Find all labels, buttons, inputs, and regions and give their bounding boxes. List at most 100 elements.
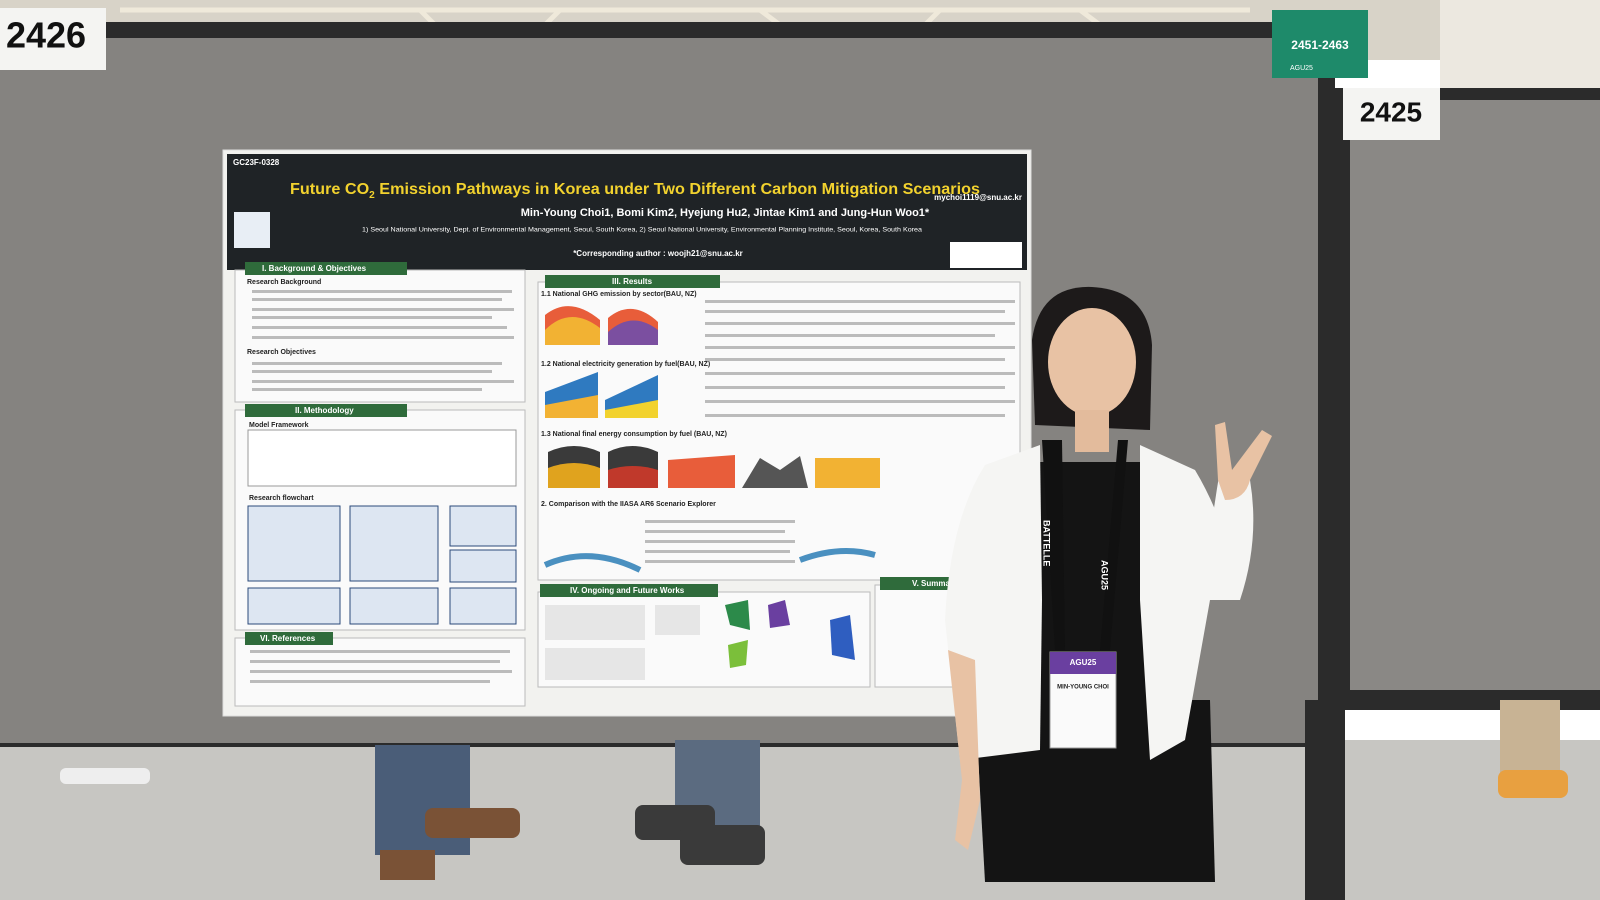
poster-id: GC23F-0328 [233,158,280,167]
person [945,286,1272,882]
shape [645,530,785,533]
shape [250,670,512,673]
shape [645,520,795,523]
shape [948,650,980,850]
shape [349,505,439,582]
title-part: Future CO [290,181,369,198]
shape [545,395,598,418]
badge-name: MIN-YOUNG CHOI [1057,685,1109,691]
shape [545,605,645,640]
shape [252,380,514,383]
poster-affiliations: 1) Seoul National University, Dept. of E… [362,227,922,234]
poster-header [227,154,1027,270]
section-title: V. Summary [912,579,958,588]
shape [668,455,735,488]
shape [250,650,510,653]
booth-number: 2425 [1360,96,1422,127]
shoe [680,825,765,865]
shape [705,400,1015,403]
section-title: VI. References [260,634,316,643]
booth-label [0,8,106,70]
shape [252,326,507,329]
shape [252,370,492,373]
subsection: 1.2 National electricity generation by f… [541,361,710,368]
shape [252,316,492,319]
sign [1272,10,1368,78]
shape [252,362,502,365]
shape [728,640,748,668]
subsection: Research Background [247,279,321,286]
shape [705,322,1015,325]
shoe [1498,770,1568,798]
shape [645,540,795,543]
flowchart [247,505,517,625]
shoe [60,768,150,784]
poster-authors: Min-Young Choi1, Bomi Kim2, Hyejung Hu2,… [521,207,930,219]
shape [548,463,600,488]
shape [1100,440,1128,650]
shape [1042,440,1065,650]
shape [247,587,341,625]
shape [798,548,876,563]
shape [830,615,855,660]
shoe [425,808,520,838]
poster-title: Future CO2 Emission Pathways in Korea un… [290,181,980,200]
logo [234,212,270,248]
shape [252,298,502,301]
title-subscript: 2 [369,190,375,201]
legs [375,745,470,855]
section-title: IV. Ongoing and Future Works [570,586,685,595]
shoe [380,850,435,880]
shape [608,320,658,345]
shape [247,505,341,582]
section-title: I. Background & Objectives [262,264,367,273]
shape [645,550,790,553]
shape [250,660,500,663]
poster-corresponding: *Corresponding author : woojh21@snu.ac.k… [573,249,743,258]
shape [705,358,1005,361]
shape [252,308,514,311]
text-lines [250,290,1015,683]
shape [545,316,600,345]
shape [349,587,439,625]
shape [250,680,490,683]
poster-email: mychoi1119@snu.ac.kr [934,193,1022,202]
shape [768,600,790,628]
subsection: 1.1 National GHG emission by sector(BAU,… [541,291,697,298]
section-label [540,584,718,597]
shape [545,648,645,680]
shape [449,587,517,625]
panel [1350,100,1600,690]
subsection: 2. Comparison with the IIASA AR6 Scenari… [541,501,716,508]
subsection: Research Objectives [247,349,316,356]
section-label [545,275,720,288]
shape [742,456,808,488]
section-label [245,632,333,645]
poster-figures [543,306,880,680]
shape [1215,422,1272,500]
shape [605,400,658,418]
section-label [245,404,407,417]
shape [252,290,512,293]
logo [950,242,1022,268]
badge-event: AGU25 [1070,658,1097,667]
shape [1075,410,1109,452]
floor [0,740,1600,900]
booth-label [1343,88,1440,140]
shape [1050,652,1116,674]
section-label [245,262,407,275]
booth-number: 2426 [6,15,86,56]
subsection: 1.3 National final energy consumption by… [541,431,727,438]
shape [252,388,482,391]
shape [1205,470,1254,600]
shape [705,334,995,337]
post [1305,700,1345,900]
shape [645,560,795,563]
sign-range: 2451-2463 [1291,38,1349,52]
shape [705,372,1015,375]
section-title: III. Results [612,277,653,286]
subsection: Model Framework [249,422,309,429]
table [247,429,517,487]
